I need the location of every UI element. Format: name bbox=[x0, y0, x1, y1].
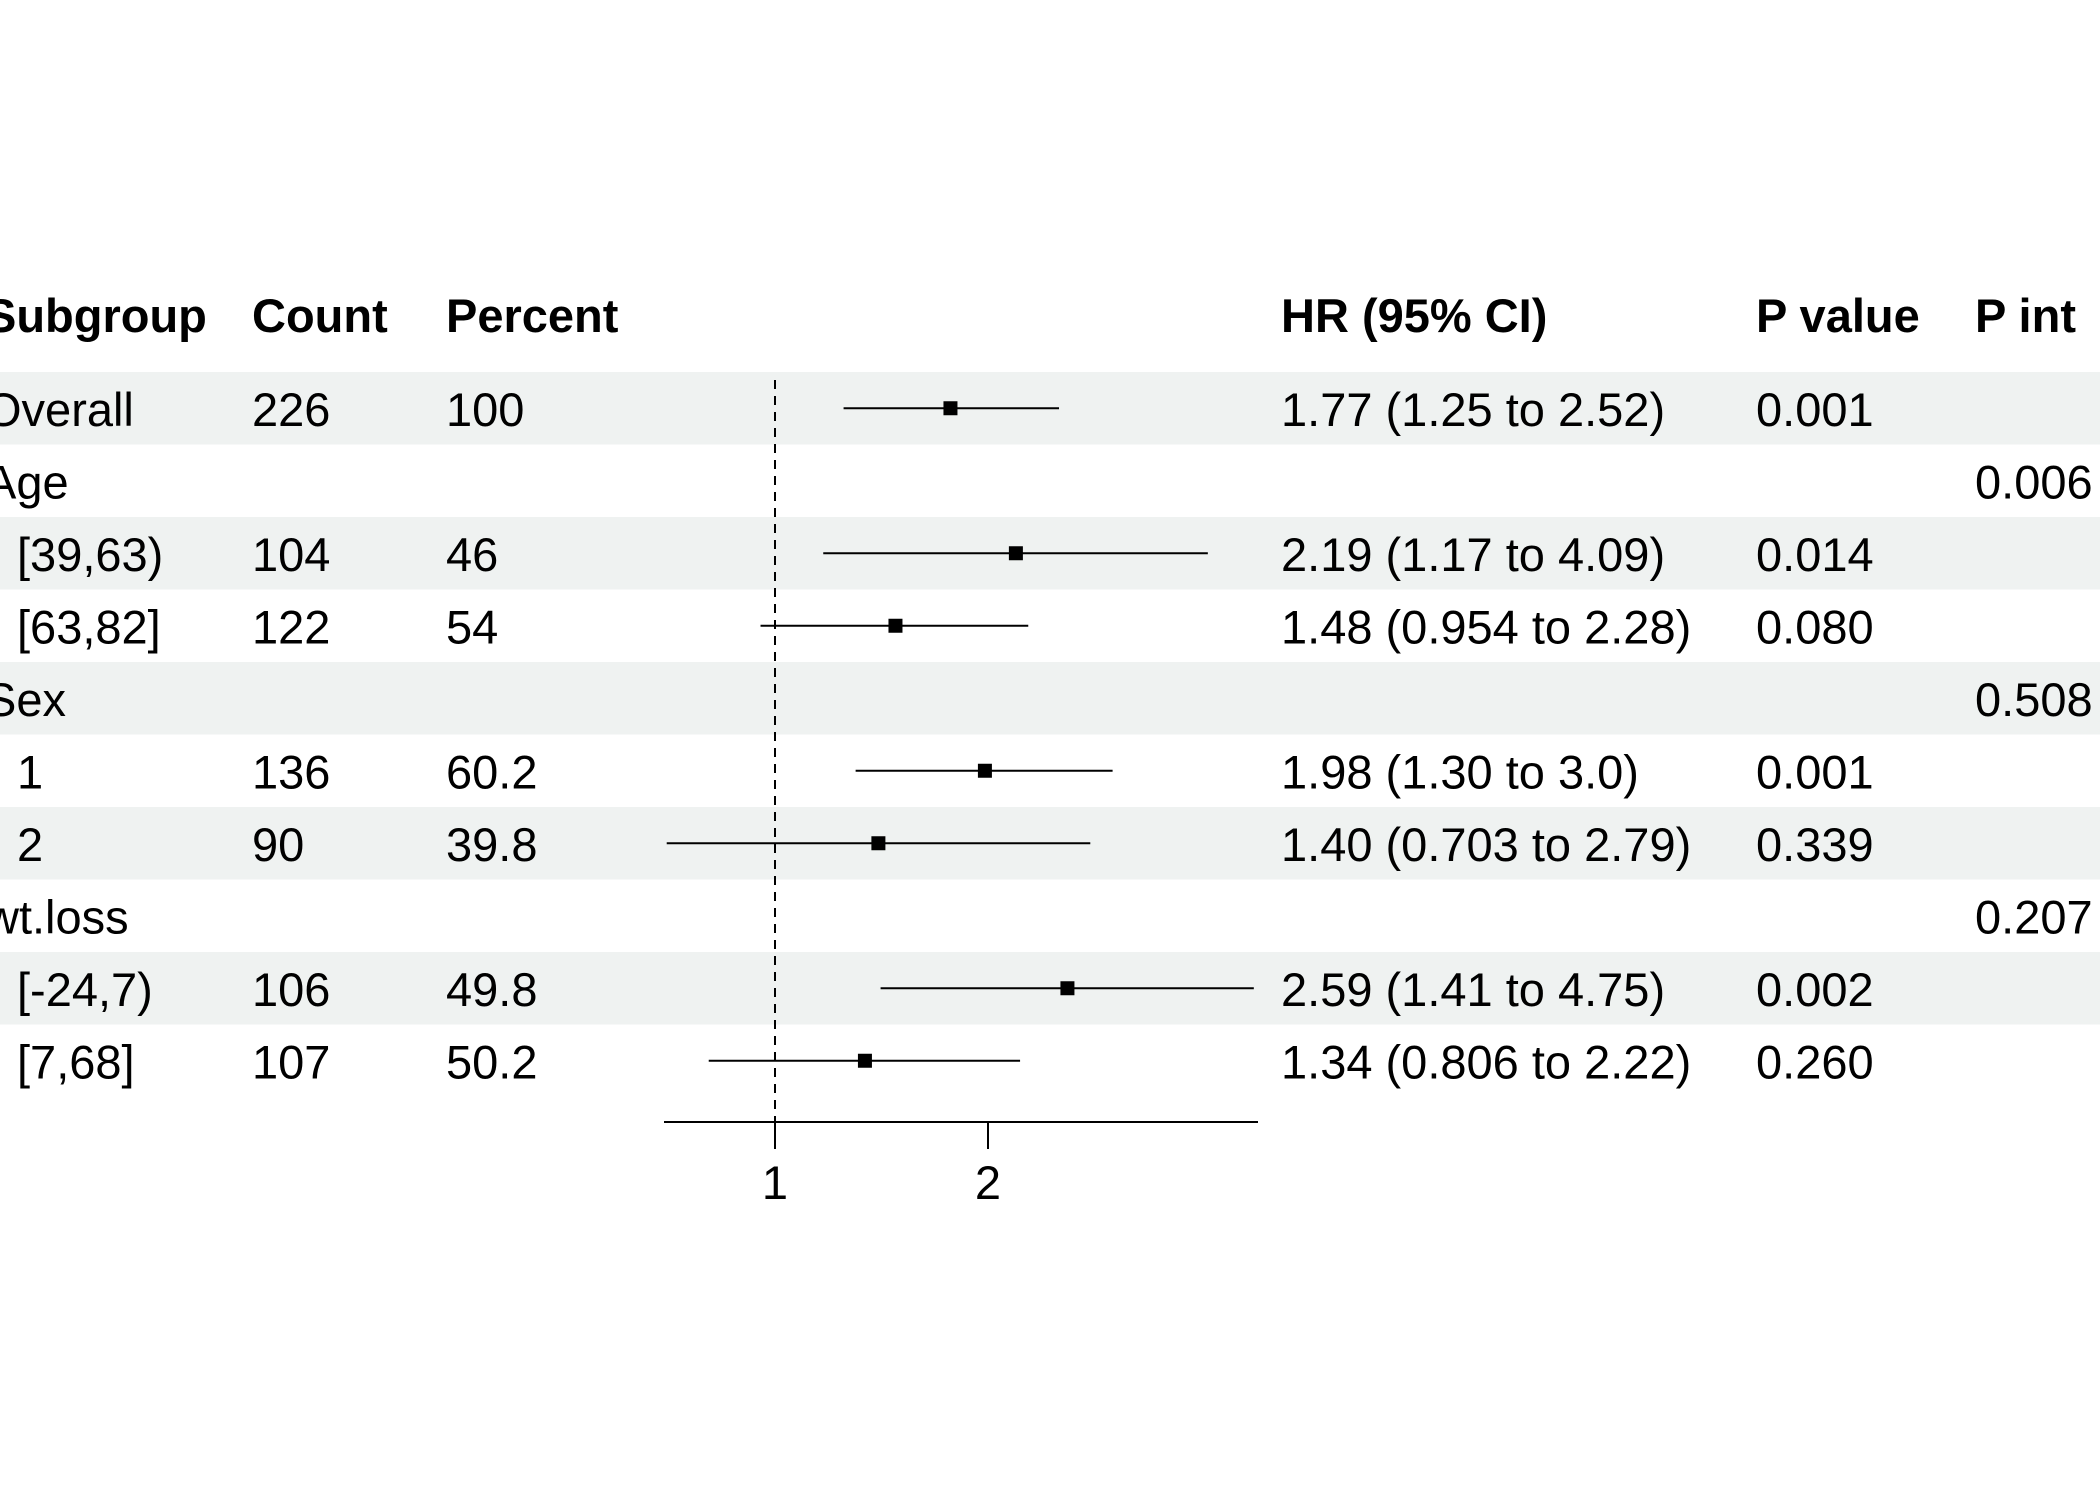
row-label: [-24,7) bbox=[17, 963, 153, 1016]
point-estimate bbox=[943, 401, 958, 416]
row-estimate: 2.59 (1.41 to 4.75) bbox=[1281, 963, 1665, 1016]
row-label: wt.loss bbox=[0, 891, 129, 944]
point-estimate bbox=[857, 1053, 872, 1068]
row-p-value: 0.014 bbox=[1756, 528, 1874, 581]
table-rows: Overall 226 100 1.77 (1.25 to 2.52) 0.001 Age… bbox=[0, 383, 2093, 1089]
row-label: [63,82] bbox=[17, 601, 161, 654]
row-percent: 54 bbox=[446, 601, 498, 654]
row-label: 2 bbox=[17, 818, 43, 871]
header-count: Count bbox=[252, 289, 388, 342]
row-count: 122 bbox=[252, 601, 330, 654]
row-shading bbox=[0, 372, 2100, 1025]
row-p-interaction: 0.006 bbox=[1975, 456, 2093, 509]
header-subgroup: Subgroup bbox=[0, 289, 207, 342]
row-estimate: 1.48 (0.954 to 2.28) bbox=[1281, 601, 1691, 654]
x-tick-label: 1 bbox=[762, 1156, 788, 1209]
row-p-value: 0.001 bbox=[1756, 383, 1874, 436]
table-row: [63,82] 122 54 1.48 (0.954 to 2.28) 0.080 bbox=[17, 601, 1874, 654]
row-count: 136 bbox=[252, 746, 330, 799]
row-label: [7,68] bbox=[17, 1036, 135, 1089]
header-p-value: P value bbox=[1756, 289, 1920, 342]
table-row: 1 136 60.2 1.98 (1.30 to 3.0) 0.001 bbox=[17, 746, 1874, 799]
row-count: 107 bbox=[252, 1036, 330, 1089]
row-p-value: 0.001 bbox=[1756, 746, 1874, 799]
row-p-value: 0.080 bbox=[1756, 601, 1874, 654]
row-label: [39,63) bbox=[17, 528, 163, 581]
row-label: Age bbox=[0, 456, 69, 509]
row-p-value: 0.002 bbox=[1756, 963, 1874, 1016]
row-p-interaction: 0.508 bbox=[1975, 673, 2093, 726]
table-row: Age 0.006 bbox=[0, 456, 2093, 509]
row-count: 104 bbox=[252, 528, 330, 581]
table-row: [-24,7) 106 49.8 2.59 (1.41 to 4.75) 0.002 bbox=[17, 963, 1874, 1016]
row-percent: 46 bbox=[446, 528, 498, 581]
row-p-value: 0.260 bbox=[1756, 1036, 1874, 1089]
header-p-interaction: P int bbox=[1975, 289, 2076, 342]
row-percent: 39.8 bbox=[446, 818, 537, 871]
point-estimate bbox=[1060, 981, 1075, 996]
point-estimate bbox=[871, 836, 886, 851]
row-percent: 49.8 bbox=[446, 963, 537, 1016]
row-count: 106 bbox=[252, 963, 330, 1016]
row-label: 1 bbox=[17, 746, 43, 799]
row-estimate: 2.19 (1.17 to 4.09) bbox=[1281, 528, 1665, 581]
row-p-interaction: 0.207 bbox=[1975, 891, 2093, 944]
table-row: 2 90 39.8 1.40 (0.703 to 2.79) 0.339 bbox=[17, 818, 1874, 871]
x-tick-label: 2 bbox=[975, 1156, 1001, 1209]
row-shade bbox=[0, 662, 2100, 735]
table-row: [39,63) 104 46 2.19 (1.17 to 4.09) 0.014 bbox=[17, 528, 1874, 581]
table-row: Overall 226 100 1.77 (1.25 to 2.52) 0.001 bbox=[0, 383, 1874, 436]
table-row: [7,68] 107 50.2 1.34 (0.806 to 2.22) 0.260 bbox=[17, 1036, 1874, 1089]
row-percent: 50.2 bbox=[446, 1036, 537, 1089]
row-estimate: 1.40 (0.703 to 2.79) bbox=[1281, 818, 1691, 871]
row-estimate: 1.34 (0.806 to 2.22) bbox=[1281, 1036, 1691, 1089]
row-percent: 60.2 bbox=[446, 746, 537, 799]
row-count: 90 bbox=[252, 818, 304, 871]
header-estimate: HR (95% CI) bbox=[1281, 289, 1547, 342]
table-row: Sex 0.508 bbox=[0, 673, 2093, 726]
header-percent: Percent bbox=[446, 289, 619, 342]
row-estimate: 1.77 (1.25 to 2.52) bbox=[1281, 383, 1665, 436]
point-estimate bbox=[977, 763, 992, 778]
table-row: wt.loss 0.207 bbox=[0, 891, 2093, 944]
row-p-value: 0.339 bbox=[1756, 818, 1874, 871]
column-headers: Subgroup Count Percent HR (95% CI) P val… bbox=[0, 289, 2076, 342]
row-estimate: 1.98 (1.30 to 3.0) bbox=[1281, 746, 1639, 799]
row-count: 226 bbox=[252, 383, 330, 436]
row-percent: 100 bbox=[446, 383, 524, 436]
row-label: Sex bbox=[0, 673, 66, 726]
row-label: Overall bbox=[0, 383, 134, 436]
point-estimate bbox=[1008, 546, 1023, 561]
point-estimate bbox=[888, 618, 903, 633]
